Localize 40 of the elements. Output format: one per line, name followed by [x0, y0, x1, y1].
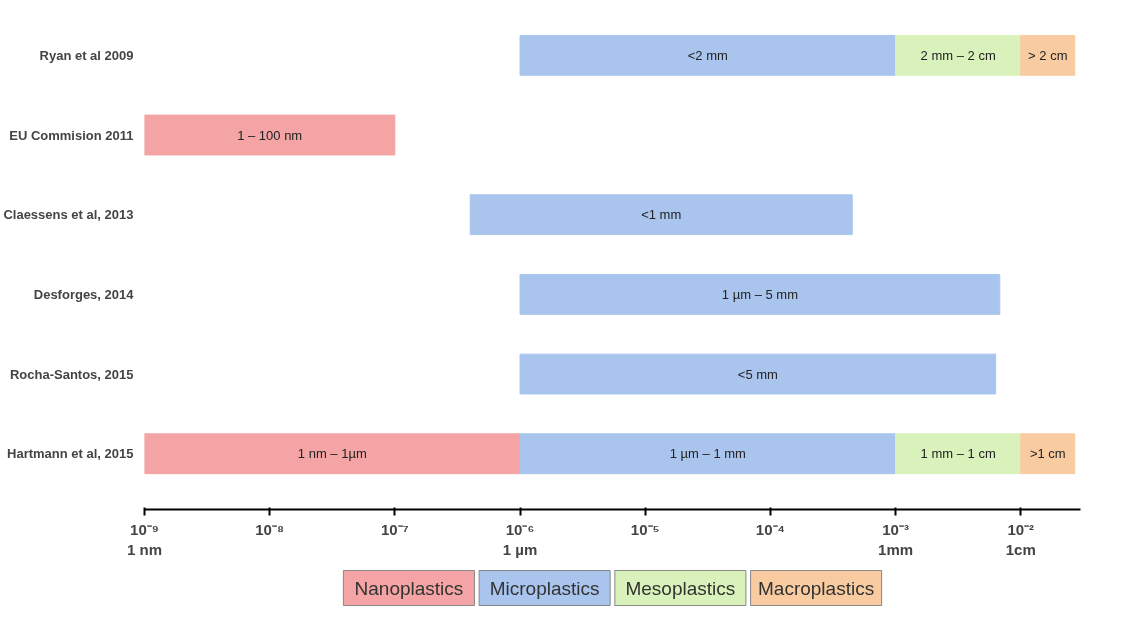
- annotation: 2 mm – 2 cm: [920, 47, 996, 63]
- annotation: 1 nm – 1µm: [297, 446, 367, 462]
- bar: [144, 114, 396, 156]
- bar: [1020, 34, 1076, 76]
- annotation: 1 µm – 5 mm: [721, 286, 798, 302]
- annotation: 1 µm – 1 mm: [669, 446, 746, 462]
- x-tick-label: 10⁻⁸: [255, 520, 285, 538]
- bar: [144, 433, 521, 475]
- y-tick-label: Desforges, 2014: [33, 286, 135, 302]
- x-tick-label: 10⁻³ 1mm: [878, 520, 914, 558]
- x-tick-label: 10⁻⁹ 1 nm: [127, 520, 163, 558]
- y-tick-label: Ryan et al 2009: [39, 47, 134, 63]
- bar: [519, 34, 897, 76]
- x-tick-label: 10⁻⁷: [380, 520, 409, 538]
- y-tick-label: Claessens et al, 2013: [3, 207, 134, 223]
- annotation: <2 mm: [687, 47, 728, 63]
- text: Nanoplastics: [354, 577, 464, 599]
- annotation: >1 cm: [1029, 446, 1066, 462]
- x-tick-label: 10⁻⁶ 1 µm: [502, 520, 538, 558]
- bar: [1020, 433, 1076, 475]
- y-tick-label: Rocha-Santos, 2015: [9, 366, 134, 382]
- x-tick-label: 10⁻⁵: [630, 520, 660, 538]
- y-tick-label: EU Commision 2011: [9, 127, 134, 143]
- annotation: 1 mm – 1 cm: [920, 446, 996, 462]
- x-tick-label: 10⁻⁴: [755, 520, 785, 538]
- text: Mesoplastics: [625, 577, 736, 599]
- bar: [519, 433, 897, 475]
- bar: [519, 273, 1001, 315]
- text: Microplastics: [489, 577, 600, 599]
- text: Macroplastics: [758, 577, 875, 599]
- annotation: 1 – 100 nm: [237, 127, 303, 143]
- bar: [895, 433, 1022, 475]
- x-tick-label: 10⁻² 1cm: [1005, 520, 1036, 558]
- annotation: <1 mm: [641, 207, 682, 223]
- annotation: > 2 cm: [1028, 47, 1068, 63]
- bar: [519, 353, 997, 395]
- annotation: <5 mm: [737, 366, 778, 382]
- bar: [469, 194, 853, 236]
- bar: [895, 34, 1022, 76]
- y-tick-label: Hartmann et al, 2015: [7, 446, 134, 462]
